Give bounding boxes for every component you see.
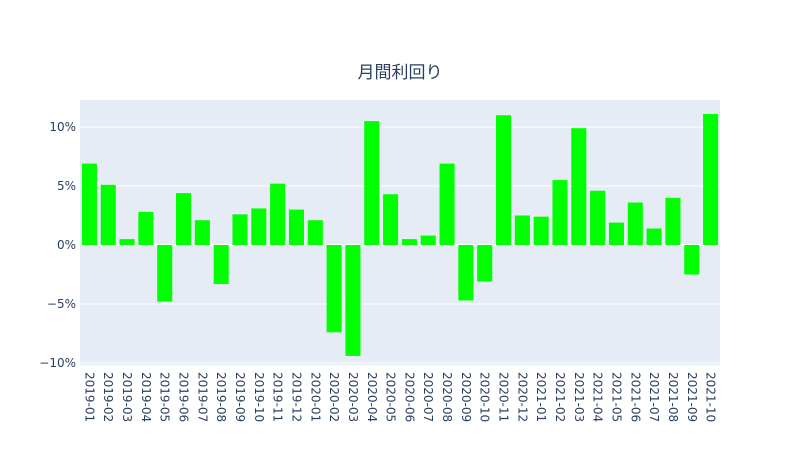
x-tick-label: 2021-07 [647, 372, 661, 422]
x-tick-label: 2021-04 [591, 372, 605, 422]
bar [157, 245, 173, 302]
x-tick-label: 2019-09 [233, 372, 247, 422]
bar [590, 190, 606, 246]
bar [703, 114, 719, 246]
x-tick-label: 2019-07 [195, 372, 209, 422]
x-tick-label: 2019-06 [177, 372, 191, 422]
bar [270, 183, 286, 246]
bar [514, 215, 530, 246]
x-tick-label: 2021-05 [609, 372, 623, 422]
bar [646, 228, 662, 246]
x-tick-label: 2019-04 [139, 372, 153, 422]
bar [138, 211, 154, 246]
x-tick-label: 2019-01 [82, 372, 96, 422]
bar [119, 239, 135, 246]
bar [420, 235, 436, 246]
bar [608, 222, 624, 246]
x-tick-label: 2021-08 [666, 372, 680, 422]
x-tick-label: 2020-08 [440, 372, 454, 422]
bar [684, 245, 700, 275]
bar [383, 194, 399, 246]
y-tick-label: −10% [39, 356, 76, 370]
bar [232, 214, 248, 246]
x-tick-label: 2021-06 [628, 372, 642, 422]
x-tick-label: 2021-10 [704, 372, 718, 422]
x-tick-label: 2021-09 [685, 372, 699, 422]
x-tick-label: 2019-08 [214, 372, 228, 422]
bar [288, 209, 304, 246]
bar [326, 245, 342, 333]
x-tick-label: 2020-01 [308, 372, 322, 422]
bar [533, 216, 549, 246]
bar [627, 202, 643, 246]
x-tick-label: 2021-01 [534, 372, 548, 422]
bar [571, 128, 587, 246]
bar [439, 163, 455, 246]
bar [176, 193, 192, 246]
bar [665, 197, 681, 246]
x-tick-label: 2019-05 [158, 372, 172, 422]
bar [552, 180, 568, 246]
y-tick-label: 10% [49, 120, 76, 134]
x-tick-label: 2021-02 [553, 372, 567, 422]
bar [251, 208, 267, 246]
y-tick-label: 5% [57, 179, 76, 193]
x-tick-label: 2020-10 [478, 372, 492, 422]
chart-title: 月間利回り [358, 63, 443, 83]
x-tick-label: 2019-03 [120, 372, 134, 422]
bar [194, 220, 210, 246]
x-tick-label: 2020-11 [497, 372, 511, 422]
bar [401, 239, 417, 246]
bar [364, 121, 380, 246]
x-tick-label: 2019-10 [252, 372, 266, 422]
x-tick-label: 2021-03 [572, 372, 586, 422]
bar [213, 245, 229, 284]
bar [307, 220, 323, 246]
x-tick-label: 2020-04 [365, 372, 379, 422]
x-tick-label: 2020-12 [515, 372, 529, 422]
x-tick-label: 2020-05 [384, 372, 398, 422]
bar [345, 245, 361, 356]
x-tick-label: 2019-02 [101, 372, 115, 422]
x-tick-label: 2019-11 [271, 372, 285, 422]
x-tick-label: 2020-07 [421, 372, 435, 422]
x-tick-label: 2020-06 [402, 372, 416, 422]
bar [477, 245, 493, 282]
bar [81, 163, 97, 246]
x-tick-label: 2020-03 [346, 372, 360, 422]
x-tick-label: 2020-02 [327, 372, 341, 422]
x-tick-label: 2020-09 [459, 372, 473, 422]
bar [458, 245, 474, 301]
bar [496, 115, 512, 246]
x-tick-label: 2019-12 [289, 372, 303, 422]
y-tick-label: 0% [57, 238, 76, 252]
bar [100, 184, 116, 246]
y-tick-label: −5% [47, 297, 76, 311]
